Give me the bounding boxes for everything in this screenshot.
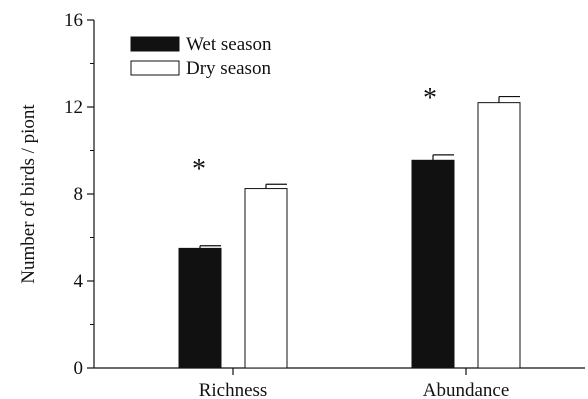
chart-annotations: ** [192,83,437,185]
y-tick-label: 0 [74,358,84,379]
significance-star: * [192,154,206,185]
chart-ticks: 0 4 8 12 16 Richness Abundance [64,10,509,399]
y-tick-label: 16 [64,10,83,31]
significance-star: * [423,83,437,114]
y-tick-label: 4 [74,271,84,292]
dry-season-legend-label: Dry season [186,58,271,79]
dry-season-legend-swatch [130,60,180,76]
dry-season-bar [477,102,521,369]
y-tick-label: 8 [74,184,84,205]
chart-legend: Wet season Dry season [130,34,272,79]
wet-season-bar [178,247,222,369]
chart-bars [178,102,521,369]
chart-error-bars [199,95,520,249]
x-tick-label: Abundance [423,380,510,399]
wet-season-legend-swatch [130,36,180,52]
dry-season-bar [244,188,288,369]
wet-season-legend-label: Wet season [186,34,272,55]
wet-season-bar [411,159,455,369]
x-tick-label: Richness [199,380,268,399]
y-axis-label: Number of birds / piont [18,104,39,284]
y-tick-label: 12 [64,97,83,118]
